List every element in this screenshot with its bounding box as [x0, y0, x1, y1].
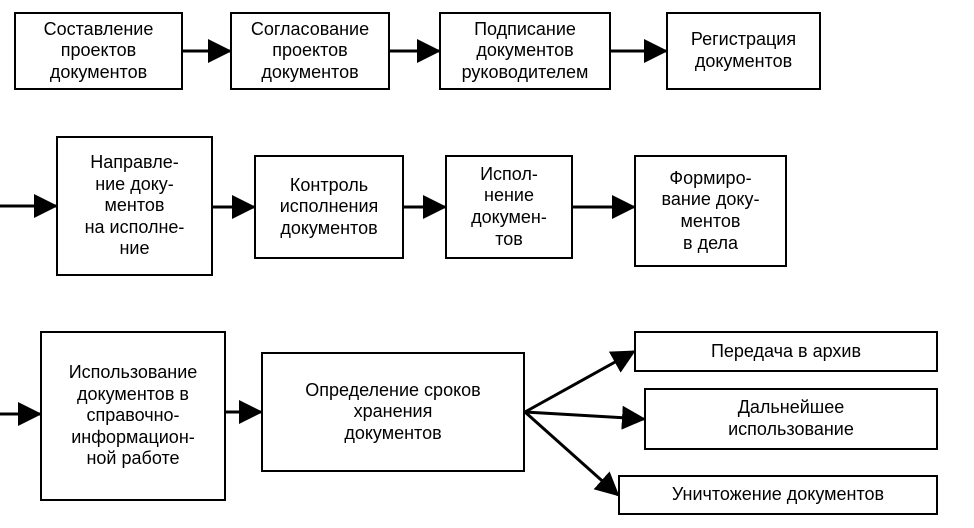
flow-node-n6: Контроль исполнения документов	[254, 155, 404, 259]
flow-node-label: Контроль исполнения документов	[260, 175, 398, 240]
flow-node-label: Дальнейшееиспользование	[728, 397, 854, 440]
flow-node-label: Формиро-вание доку-ментовв дела	[662, 168, 760, 254]
flow-edge	[525, 412, 644, 419]
flow-node-n9: Использованиедокументов всправочно-инфор…	[40, 331, 226, 501]
flow-node-label: Согласование проектов документов	[236, 19, 384, 84]
flow-edge	[525, 352, 634, 413]
flow-node-n10: Определение сроковхранениядокументов	[261, 352, 525, 472]
flow-node-label: Использованиедокументов всправочно-инфор…	[69, 362, 198, 470]
flow-node-label: Испол-нениедокумен-тов	[471, 164, 547, 250]
flow-node-label: Передача в архив	[711, 341, 861, 363]
flow-node-n11: Передача в архив	[634, 331, 938, 372]
flow-node-label: Подписание документов руководителем	[445, 19, 605, 84]
flow-node-n5: Направле-ние доку-ментовна исполне-ние	[56, 136, 213, 276]
flow-node-label: Составление проектов документов	[20, 19, 177, 84]
flow-node-n12: Дальнейшееиспользование	[644, 388, 938, 450]
flow-node-label: Определение сроковхранениядокументов	[305, 380, 480, 445]
flow-node-n4: Регистрация документов	[666, 12, 821, 90]
flow-node-n13: Уничтожение документов	[618, 475, 938, 515]
flow-node-label: Уничтожение документов	[672, 484, 884, 506]
flow-node-n3: Подписание документов руководителем	[439, 12, 611, 90]
flow-edge	[525, 412, 618, 495]
flow-node-n2: Согласование проектов документов	[230, 12, 390, 90]
flow-node-label: Регистрация документов	[672, 29, 815, 72]
flow-node-n7: Испол-нениедокумен-тов	[445, 155, 573, 259]
flow-node-label: Направле-ние доку-ментовна исполне-ние	[85, 152, 185, 260]
flow-node-n1: Составление проектов документов	[14, 12, 183, 90]
flow-node-n8: Формиро-вание доку-ментовв дела	[634, 155, 787, 267]
